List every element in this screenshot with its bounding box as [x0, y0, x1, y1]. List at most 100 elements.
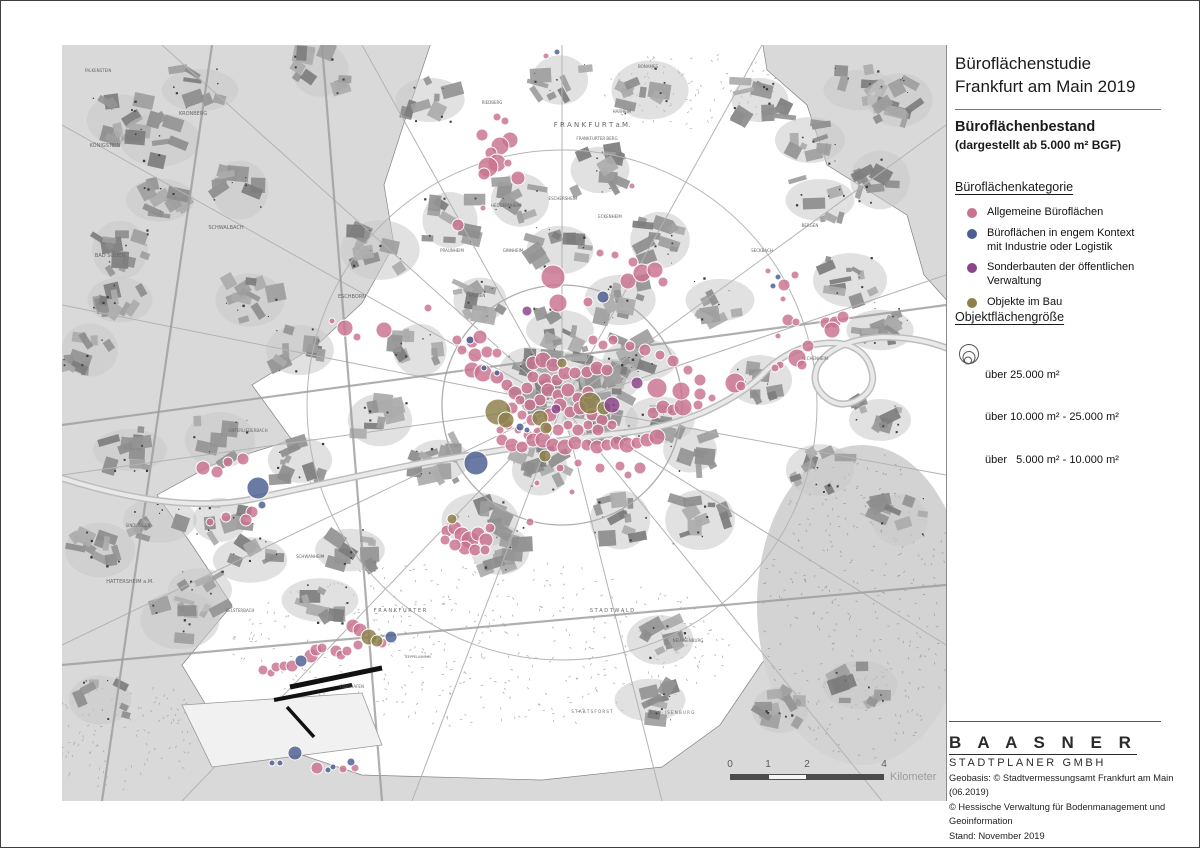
map-bubble [324, 766, 332, 774]
category-dot-pink [967, 208, 977, 218]
map-bubble [560, 382, 576, 398]
map-bubble [582, 296, 594, 308]
map-town-label: GINNHEIM [503, 248, 524, 253]
map-bubble [619, 272, 637, 290]
map-town-label: BONAMES [638, 64, 659, 69]
map-bubble [346, 757, 356, 767]
map-bubble [467, 347, 483, 363]
map-bubble [316, 642, 328, 654]
map-bubble [210, 465, 224, 479]
map-town-label: ESCHBORN [338, 294, 366, 300]
map-bubble [582, 419, 594, 431]
map-bubble [597, 339, 609, 351]
legend-item-industrie: Büroflächen in engem Kontext mit Industr… [955, 227, 1170, 255]
map-bubble [735, 380, 747, 392]
map-bubble [456, 344, 468, 356]
map-bubble [539, 421, 553, 435]
map-bubble [770, 363, 780, 373]
map-town-label: S T A D T W A L D [590, 608, 634, 614]
map-bubble [614, 460, 626, 472]
map-bubble [693, 373, 707, 387]
map-town-label: ECKENHEIM [598, 214, 622, 219]
scale-segment [730, 774, 768, 780]
map-bubble [523, 426, 531, 434]
map-bubble [556, 357, 568, 369]
map-town-label: ESCHERSHEIM [549, 196, 578, 201]
baasner-logo: B A A S N E R STADTPLANER GMBH [949, 733, 1137, 769]
map-bubble [648, 428, 666, 446]
map-bubble [596, 290, 610, 304]
map-bubble [796, 359, 808, 371]
map-bubble [479, 544, 491, 556]
category-dot-purple [967, 263, 977, 274]
legend-item-bau: Objekte im Bau [955, 296, 1170, 310]
map-town-label: SCHWANHEIM [296, 554, 325, 559]
map-credits: Geobasis: © Stadtvermessungsamt Frankfur… [949, 771, 1180, 843]
map-bubble [638, 343, 652, 357]
credit-line: © Hessische Verwaltung für Bodenmanageme… [949, 801, 1166, 827]
map-bubble [555, 463, 565, 473]
map-bubble [646, 261, 664, 279]
map-town-label: F R A N K F U R T E R [374, 608, 427, 614]
credit-line: Geobasis: © Stadtvermessungsamt Frankfur… [949, 773, 1174, 798]
map-bubble [514, 394, 526, 406]
legend-label: Büroflächen in engem Kontext mit Industr… [987, 226, 1135, 253]
map-bubble [568, 488, 576, 496]
map-bubble [276, 759, 284, 767]
map-bubble [246, 476, 270, 500]
map-bubble [205, 517, 215, 527]
map-town-label: FRANKFURTER BERG [576, 136, 617, 141]
map-bubble [352, 639, 364, 651]
map-bubble [451, 218, 465, 232]
map-bubble [523, 398, 537, 412]
map-title-line1: Büroflächenstudie [955, 54, 1092, 73]
section-title: Büroflächenbestand [955, 119, 1096, 135]
map-bubble [628, 182, 636, 190]
map-bubble [550, 403, 562, 415]
map-bubble [542, 52, 550, 60]
map-bubble [287, 745, 303, 761]
map-bubble [352, 332, 362, 342]
map-bubble [707, 393, 717, 403]
map-bubble [329, 763, 337, 771]
map-bubble [497, 411, 515, 429]
map-bubble [493, 369, 501, 377]
map-bubble [627, 256, 639, 268]
base-map: KÖNIGSTEIN FALKENSTEIN KRONBERG SCHWALBACH B… [62, 45, 946, 801]
map-bubble [336, 319, 354, 337]
map-town-label: PRAUNHEIM [440, 248, 464, 253]
map-bubble [791, 317, 801, 327]
scale-tick-4: 4 [881, 759, 887, 770]
footer-divider [949, 721, 1161, 722]
map-bubble [774, 273, 782, 281]
map-town-label: BAD SODEN [95, 253, 125, 259]
legend-label: Allgemeine Büroflächen [987, 206, 1104, 218]
map-town-label: HARHEIM [613, 109, 632, 114]
scale-segment [768, 774, 807, 780]
map-bubble [836, 310, 850, 324]
credit-line: Stand: November 2019 [949, 830, 1045, 841]
map-bubble [769, 282, 777, 290]
map-bubble [220, 511, 232, 523]
map-title: Büroflächenstudie Frankfurt am Main 2019 [955, 53, 1135, 99]
map-bubble [479, 204, 487, 212]
map-town-label: SCHWALBACH [208, 225, 244, 231]
scale-tick-2: 2 [804, 759, 810, 770]
category-heading: Büroflächenkategorie [955, 180, 1074, 194]
map-town-label: SECKBACH [751, 248, 773, 253]
map-bubble [533, 479, 541, 487]
map-bubble [463, 450, 489, 476]
map-bubble [568, 366, 582, 380]
map-bubble [268, 759, 276, 767]
map-bubble [236, 452, 250, 466]
logo-line1: B A A S N E R [949, 733, 1137, 755]
map-bubble [630, 376, 644, 390]
map-bubble [475, 128, 489, 142]
category-dot-blue [967, 228, 977, 239]
map-bubble [370, 634, 384, 648]
map-bubble [491, 347, 503, 359]
map-town-label: KRONBERG [179, 111, 207, 117]
map-town-label: N E U - I S E N B U R G [650, 710, 695, 715]
size-labels: über 25.000 m² über 10.000 m² - 25.000 m… [985, 368, 1119, 467]
map-bubble [222, 456, 234, 468]
